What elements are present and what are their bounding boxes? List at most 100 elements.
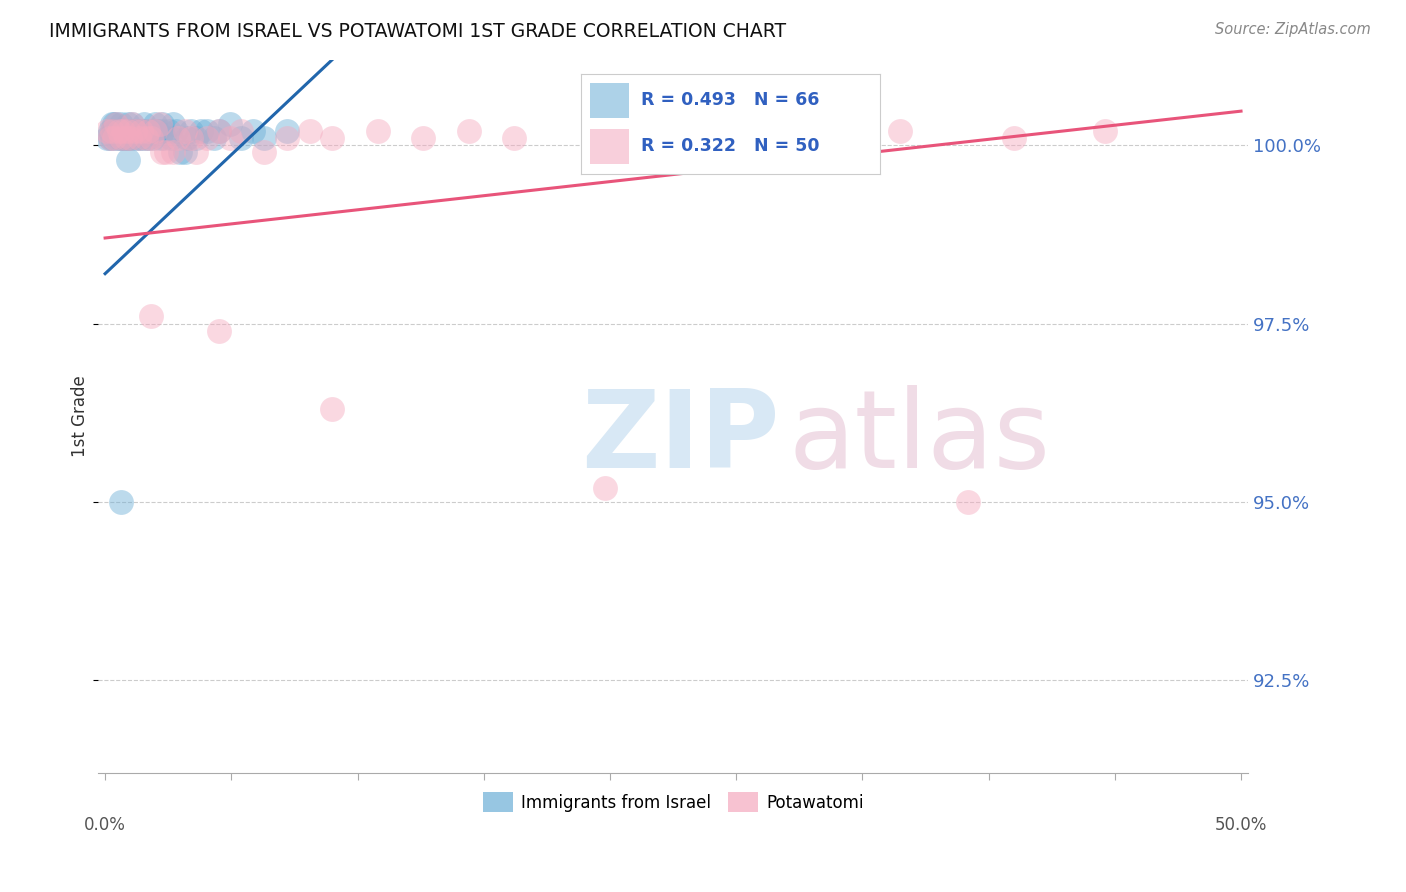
- Point: [219, 131, 242, 145]
- Point: [169, 145, 191, 160]
- Point: [184, 145, 207, 160]
- Point: [125, 124, 148, 138]
- Point: [98, 131, 121, 145]
- Point: [107, 131, 129, 145]
- Point: [135, 131, 157, 145]
- Point: [114, 124, 136, 138]
- Point: [114, 131, 136, 145]
- Point: [593, 124, 616, 138]
- Point: [180, 124, 202, 138]
- Point: [105, 117, 128, 131]
- Point: [276, 124, 298, 138]
- Point: [131, 131, 153, 145]
- Point: [321, 131, 343, 145]
- Point: [173, 145, 195, 160]
- Point: [110, 495, 132, 509]
- Point: [889, 124, 911, 138]
- Point: [202, 131, 225, 145]
- Point: [190, 124, 212, 138]
- Point: [136, 124, 159, 138]
- Point: [110, 124, 132, 138]
- Point: [128, 131, 150, 145]
- Point: [503, 131, 526, 145]
- Point: [149, 131, 172, 145]
- Point: [105, 124, 128, 138]
- Point: [117, 131, 139, 145]
- Text: ZIP: ZIP: [581, 384, 779, 491]
- Point: [124, 131, 146, 145]
- Point: [165, 124, 187, 138]
- Point: [101, 124, 124, 138]
- Point: [457, 124, 479, 138]
- Text: Source: ZipAtlas.com: Source: ZipAtlas.com: [1215, 22, 1371, 37]
- Point: [117, 153, 139, 167]
- Point: [173, 124, 195, 138]
- Point: [1094, 124, 1116, 138]
- Point: [132, 117, 155, 131]
- Legend: Immigrants from Israel, Potawatomi: Immigrants from Israel, Potawatomi: [477, 786, 870, 818]
- Point: [1002, 131, 1025, 145]
- Point: [112, 124, 135, 138]
- Point: [103, 117, 125, 131]
- Point: [117, 124, 139, 138]
- Point: [776, 131, 799, 145]
- Point: [135, 131, 157, 145]
- Point: [117, 117, 139, 131]
- Point: [253, 145, 276, 160]
- Point: [110, 131, 132, 145]
- Point: [110, 117, 132, 131]
- Point: [112, 124, 135, 138]
- Point: [166, 131, 188, 145]
- Point: [321, 402, 343, 417]
- Point: [160, 131, 183, 145]
- Point: [276, 131, 298, 145]
- Point: [110, 131, 132, 145]
- Point: [162, 117, 184, 131]
- Text: 50.0%: 50.0%: [1215, 816, 1267, 834]
- Point: [101, 124, 124, 138]
- Point: [162, 145, 184, 160]
- Point: [135, 124, 157, 138]
- Point: [149, 117, 172, 131]
- Point: [367, 124, 389, 138]
- Point: [180, 131, 202, 145]
- Point: [298, 124, 321, 138]
- Point: [98, 124, 121, 138]
- Point: [121, 124, 143, 138]
- Point: [103, 131, 125, 145]
- Point: [105, 131, 128, 145]
- Point: [208, 124, 231, 138]
- Point: [101, 117, 124, 131]
- Y-axis label: 1st Grade: 1st Grade: [72, 376, 89, 458]
- Point: [120, 131, 142, 145]
- Point: [139, 131, 162, 145]
- Point: [112, 131, 135, 145]
- Point: [412, 131, 434, 145]
- Point: [231, 131, 253, 145]
- Point: [184, 131, 207, 145]
- Point: [98, 131, 121, 145]
- Point: [131, 124, 153, 138]
- Point: [121, 117, 143, 131]
- Point: [103, 124, 125, 138]
- Point: [136, 131, 159, 145]
- Point: [146, 124, 169, 138]
- Text: IMMIGRANTS FROM ISRAEL VS POTAWATOMI 1ST GRADE CORRELATION CHART: IMMIGRANTS FROM ISRAEL VS POTAWATOMI 1ST…: [49, 22, 786, 41]
- Point: [139, 124, 162, 138]
- Point: [143, 117, 166, 131]
- Point: [124, 124, 146, 138]
- Point: [195, 131, 218, 145]
- Text: 0.0%: 0.0%: [84, 816, 127, 834]
- Point: [128, 124, 150, 138]
- Point: [107, 124, 129, 138]
- Point: [101, 131, 124, 145]
- Point: [128, 131, 150, 145]
- Point: [153, 131, 176, 145]
- Point: [114, 124, 136, 138]
- Point: [957, 495, 980, 509]
- Point: [195, 124, 218, 138]
- Point: [121, 117, 143, 131]
- Point: [114, 131, 136, 145]
- Point: [219, 117, 242, 131]
- Text: atlas: atlas: [787, 384, 1050, 491]
